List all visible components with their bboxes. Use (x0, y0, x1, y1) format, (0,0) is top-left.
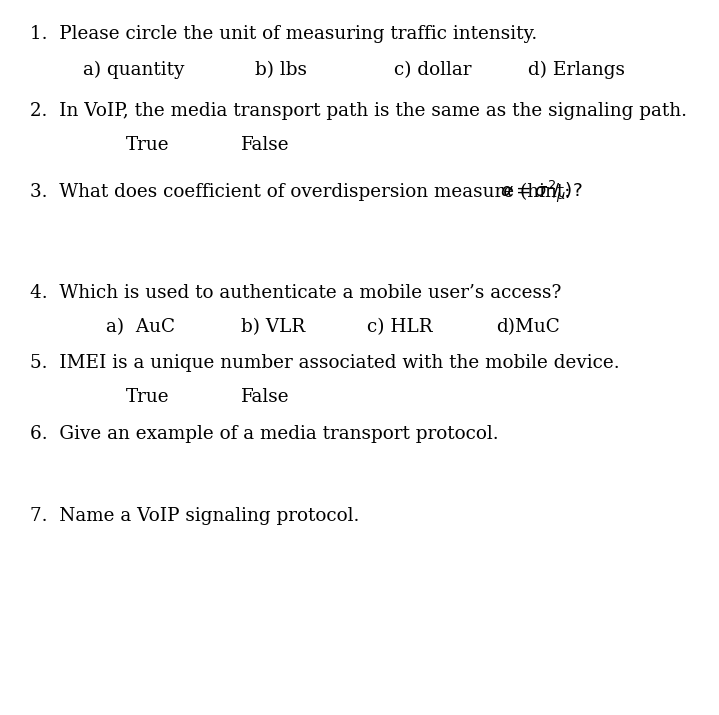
Text: False: False (241, 136, 290, 154)
Text: a)  AuC: a) AuC (106, 317, 175, 336)
Text: 4.  Which is used to authenticate a mobile user’s access?: 4. Which is used to authenticate a mobil… (30, 284, 562, 302)
Text: 1.  Please circle the unit of measuring traffic intensity.: 1. Please circle the unit of measuring t… (30, 25, 537, 44)
Text: True: True (126, 388, 170, 406)
Text: 5.  IMEI is a unique number associated with the mobile device.: 5. IMEI is a unique number associated wi… (30, 353, 620, 372)
Text: d)MuC: d)MuC (496, 317, 560, 336)
Text: a) quantity: a) quantity (83, 61, 184, 79)
Text: c) HLR: c) HLR (367, 317, 432, 336)
Text: False: False (241, 388, 290, 406)
Text: c) dollar: c) dollar (394, 61, 472, 79)
Text: 7.  Name a VoIP signaling protocol.: 7. Name a VoIP signaling protocol. (30, 507, 360, 526)
Text: b) VLR: b) VLR (241, 317, 305, 336)
Text: d) Erlangs: d) Erlangs (528, 61, 626, 79)
Text: 2.  In VoIP, the media transport path is the same as the signaling path.: 2. In VoIP, the media transport path is … (30, 102, 687, 120)
Text: $\alpha = \sigma^2\!/\!_{\mu}$)?: $\alpha = \sigma^2\!/\!_{\mu}$)? (500, 179, 583, 204)
Text: True: True (126, 136, 170, 154)
Text: 6.  Give an example of a media transport protocol.: 6. Give an example of a media transport … (30, 425, 499, 443)
Text: b) lbs: b) lbs (255, 61, 307, 79)
Text: 3.  What does coefficient of overdispersion measure (hint:: 3. What does coefficient of overdispersi… (30, 182, 577, 201)
